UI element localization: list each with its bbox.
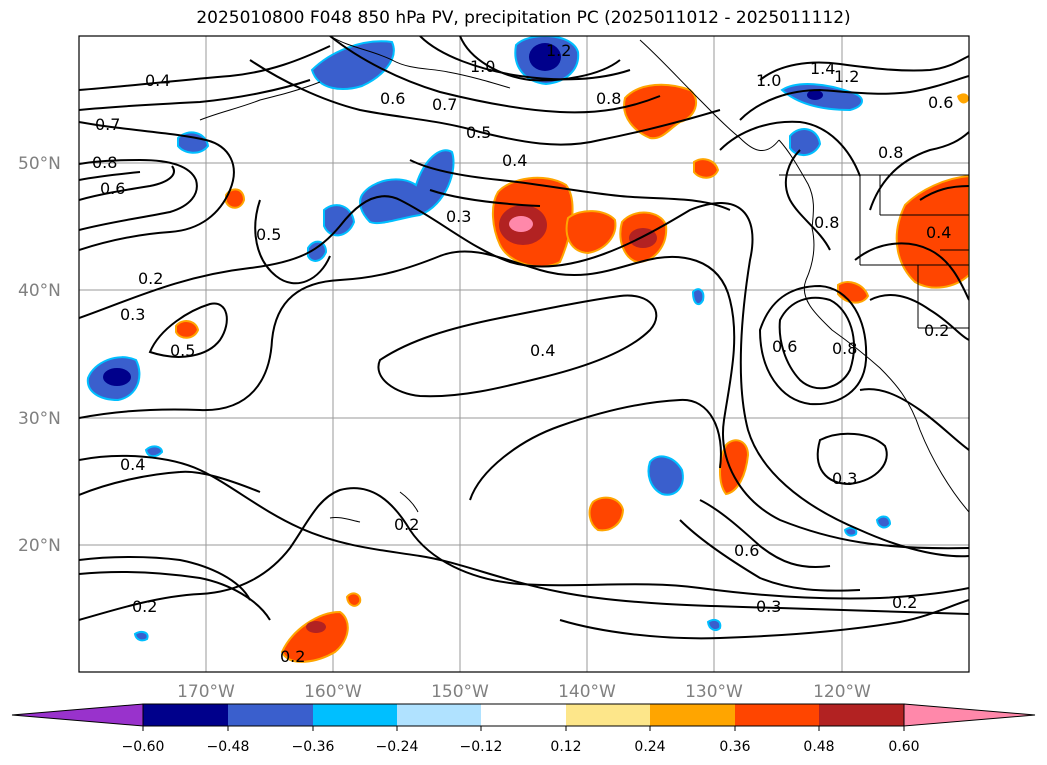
contour-label: 0.8 bbox=[832, 339, 857, 358]
precip-negative-area bbox=[177, 131, 210, 154]
lon-label-120w: 120°W bbox=[813, 682, 871, 702]
contour-label: 0.4 bbox=[120, 455, 145, 474]
contour-label: 0.8 bbox=[596, 89, 621, 108]
precip-positive-area bbox=[565, 210, 617, 255]
contour-label: 0.6 bbox=[928, 93, 953, 112]
colorbar-tick-label: −0.60 bbox=[122, 739, 165, 755]
contour-label: 0.7 bbox=[95, 115, 120, 134]
contour-label: 1.2 bbox=[546, 41, 571, 60]
colorbar-segment bbox=[143, 704, 228, 726]
colorbar-tick-label: −0.48 bbox=[207, 739, 250, 755]
pv-contours bbox=[79, 36, 969, 640]
contour-label: 0.3 bbox=[446, 207, 471, 226]
colorbar-segment bbox=[819, 704, 904, 726]
precip-positive-area bbox=[957, 93, 969, 104]
precip-positive-area bbox=[895, 174, 969, 289]
colorbar: −0.60 −0.48 −0.36 −0.24 −0.12 0.12 0.24 … bbox=[11, 703, 1036, 755]
contour-label: 0.2 bbox=[138, 269, 163, 288]
contour-label: 0.6 bbox=[734, 541, 759, 560]
colorbar-tick-label: 0.36 bbox=[719, 739, 750, 755]
precip-positive-area bbox=[280, 610, 349, 663]
colorbar-tick-label: −0.12 bbox=[460, 739, 503, 755]
contour-labels: 0.4 0.7 0.8 0.6 0.5 0.2 0.3 0.5 0.4 0.2 … bbox=[92, 41, 953, 666]
lon-label-170w: 170°W bbox=[177, 682, 235, 702]
contour-label: 0.2 bbox=[394, 515, 419, 534]
precip-negative-area bbox=[789, 128, 822, 156]
precip-negative-area bbox=[706, 619, 722, 631]
colorbar-tick-label: −0.36 bbox=[292, 739, 335, 755]
contour-label: 1.4 bbox=[810, 59, 835, 78]
precip-positive-area bbox=[693, 158, 720, 179]
lon-label-130w: 130°W bbox=[685, 682, 743, 702]
contour-label: 0.5 bbox=[466, 123, 491, 142]
lat-label-40n: 40°N bbox=[18, 281, 61, 301]
lon-label-150w: 150°W bbox=[431, 682, 489, 702]
contour-label: 0.6 bbox=[100, 179, 125, 198]
precip-negative-area bbox=[323, 204, 356, 237]
contour-label: 0.6 bbox=[380, 89, 405, 108]
contour-label: 0.6 bbox=[772, 337, 797, 356]
colorbar-segment bbox=[735, 704, 819, 726]
contour-label: 0.3 bbox=[832, 469, 857, 488]
precip-negative-area bbox=[144, 445, 164, 458]
contour-label: 1.2 bbox=[834, 67, 859, 86]
contour-label: 1.0 bbox=[470, 57, 495, 76]
lat-label-20n: 20°N bbox=[18, 536, 61, 556]
map-gridlines bbox=[79, 36, 969, 672]
colorbar-segment bbox=[397, 704, 481, 726]
contour-label: 0.4 bbox=[530, 341, 555, 360]
precip-negative-area bbox=[691, 288, 705, 306]
colorbar-segment bbox=[481, 704, 566, 726]
precip-negative-area bbox=[647, 455, 684, 496]
contour-label: 0.3 bbox=[120, 305, 145, 324]
contour-label: 0.3 bbox=[756, 597, 781, 616]
contour-label: 0.2 bbox=[132, 597, 157, 616]
precip-positive-area bbox=[345, 592, 362, 607]
contour-label: 0.8 bbox=[878, 143, 903, 162]
colorbar-tick-label: 0.48 bbox=[803, 739, 834, 755]
coastlines bbox=[199, 36, 969, 523]
colorbar-tick-label: −0.24 bbox=[376, 739, 419, 755]
precip-negative-area bbox=[875, 515, 892, 529]
colorbar-tick-label: 0.60 bbox=[888, 739, 919, 755]
colorbar-tick-label: 0.24 bbox=[634, 739, 665, 755]
contour-label: 0.8 bbox=[814, 213, 839, 232]
colorbar-segment bbox=[566, 704, 650, 726]
precip-negative-area bbox=[307, 240, 328, 262]
precip-positive-area bbox=[719, 439, 750, 496]
precip-negative-area bbox=[843, 526, 858, 537]
lon-label-140w: 140°W bbox=[558, 682, 616, 702]
colorbar-segment bbox=[650, 704, 735, 726]
precip-negative-area bbox=[310, 40, 395, 90]
contour-label: 0.4 bbox=[502, 151, 527, 170]
lat-label-50n: 50°N bbox=[18, 154, 61, 174]
colorbar-tick-label: 0.12 bbox=[550, 739, 581, 755]
colorbar-extend-max bbox=[903, 703, 1036, 727]
precip-positive-area bbox=[225, 188, 246, 209]
contour-label: 0.4 bbox=[145, 71, 170, 90]
contour-label: 0.2 bbox=[924, 321, 949, 340]
lon-label-160w: 160°W bbox=[304, 682, 362, 702]
precip-negative-area bbox=[133, 630, 149, 642]
contour-label: 0.2 bbox=[280, 647, 305, 666]
contour-label: 0.4 bbox=[926, 223, 951, 242]
precip-positive-area bbox=[175, 320, 200, 339]
contour-label: 0.5 bbox=[256, 225, 281, 244]
lat-label-30n: 30°N bbox=[18, 409, 61, 429]
longitude-labels: 170°W 160°W 150°W 140°W 130°W 120°W bbox=[177, 682, 871, 702]
contour-label: 1.0 bbox=[756, 71, 781, 90]
plot-title: 2025010800 F048 850 hPa PV, precipitatio… bbox=[196, 8, 851, 28]
contour-label: 0.2 bbox=[892, 593, 917, 612]
latitude-labels: 50°N 40°N 30°N 20°N bbox=[18, 154, 61, 556]
map-frame bbox=[78, 35, 970, 673]
contour-label: 0.5 bbox=[170, 341, 195, 360]
colorbar-segment bbox=[228, 704, 313, 726]
contour-label: 0.7 bbox=[432, 95, 457, 114]
precip-positive-area bbox=[588, 496, 625, 532]
colorbar-segment bbox=[313, 704, 397, 726]
colorbar-extend-min bbox=[11, 703, 144, 727]
contour-label: 0.8 bbox=[92, 153, 117, 172]
